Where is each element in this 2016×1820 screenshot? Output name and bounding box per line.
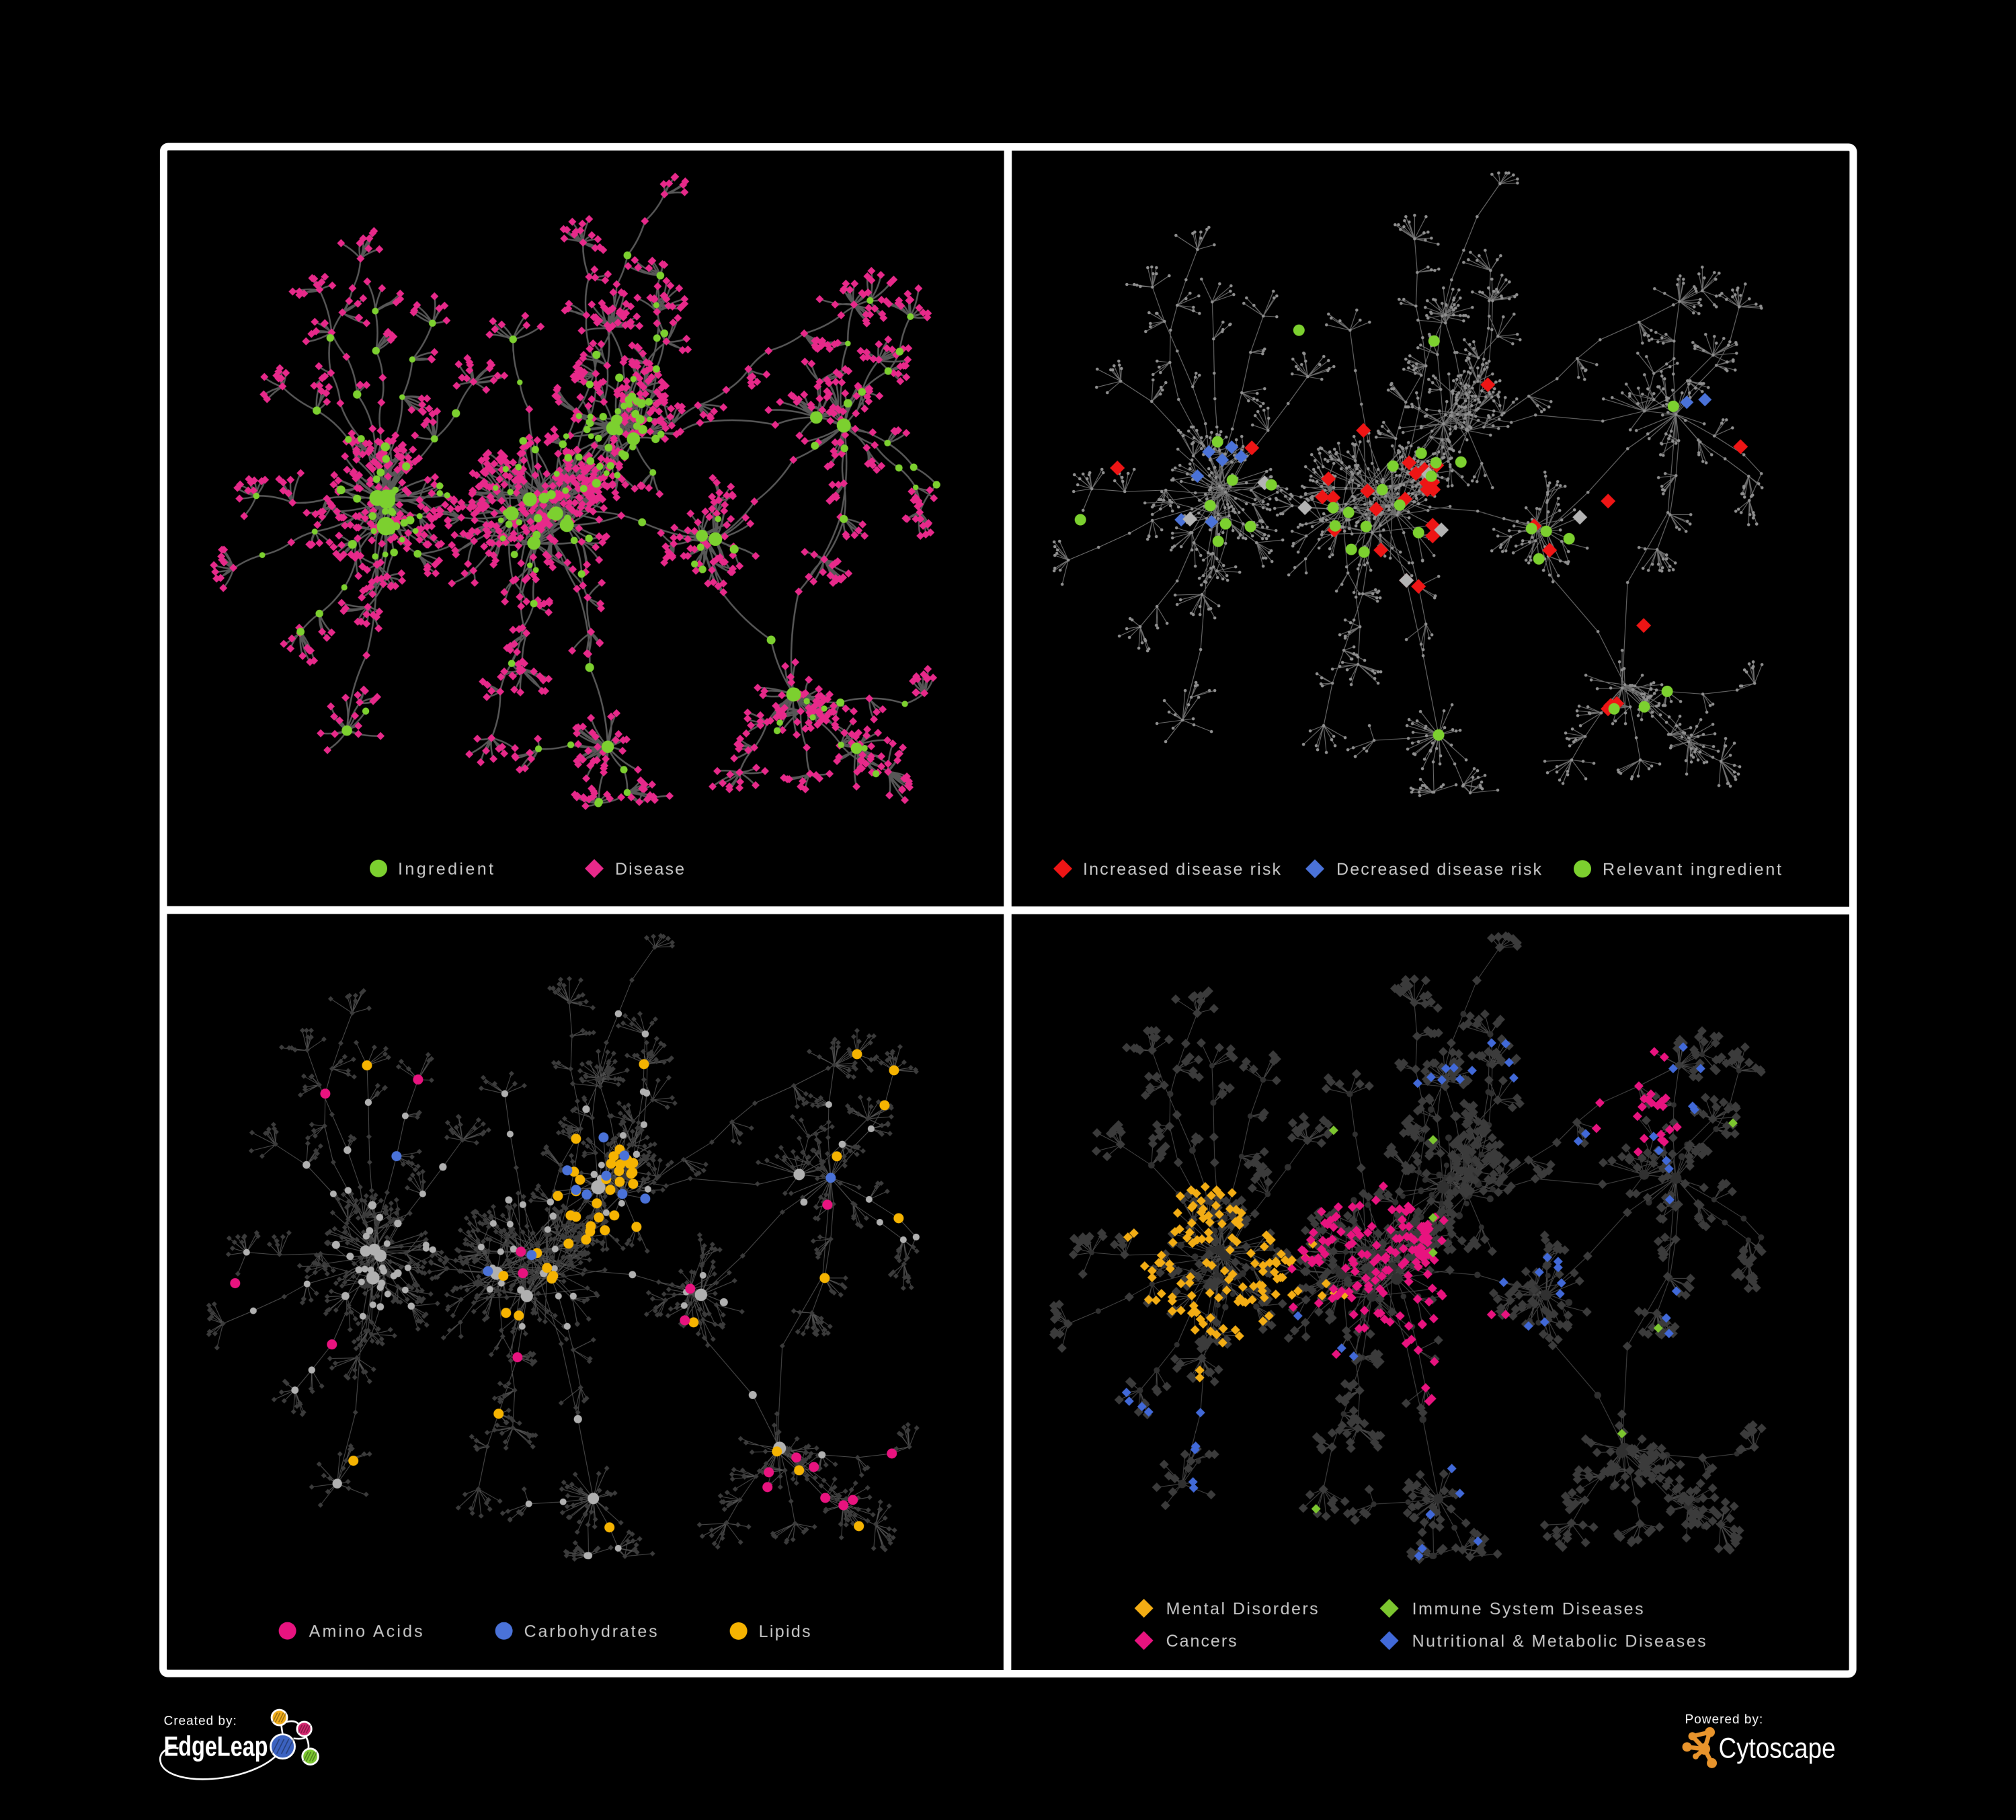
svg-text:Mental Disorders: Mental Disorders xyxy=(1166,1599,1318,1618)
svg-text:Powered by:: Powered by: xyxy=(1685,1712,1764,1727)
svg-text:EdgeLeap: EdgeLeap xyxy=(164,1731,268,1762)
svg-text:Decreased disease risk: Decreased disease risk xyxy=(1336,860,1542,879)
svg-text:Created by:: Created by: xyxy=(164,1714,237,1729)
svg-text:Cancers: Cancers xyxy=(1166,1632,1237,1651)
svg-text:Disease: Disease xyxy=(615,860,684,879)
svg-text:Carbohydrates: Carbohydrates xyxy=(524,1622,657,1641)
svg-text:Increased disease risk: Increased disease risk xyxy=(1083,860,1281,879)
svg-text:Nutritional & Metabolic Diseas: Nutritional & Metabolic Diseases xyxy=(1412,1632,1706,1651)
svg-text:Cytoscape: Cytoscape xyxy=(1719,1732,1836,1764)
svg-text:Relevant ingredient: Relevant ingredient xyxy=(1603,860,1781,879)
